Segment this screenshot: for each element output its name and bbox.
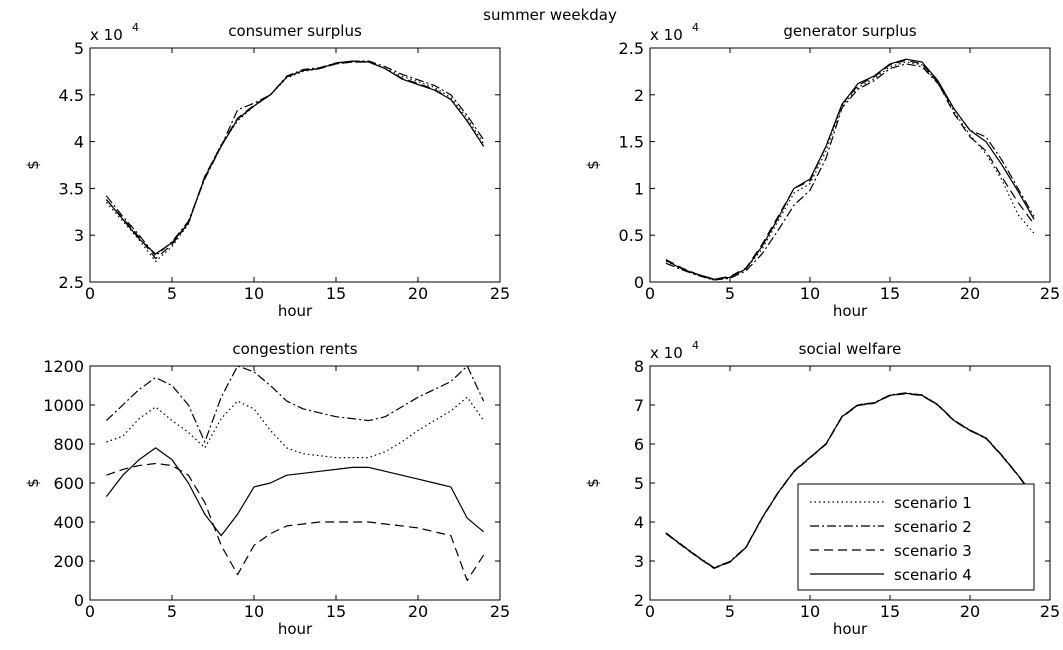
x-tick-label: 25 xyxy=(1040,602,1060,621)
y-tick-label: 1 xyxy=(634,179,644,198)
y-exponent-label: x 10 xyxy=(650,26,683,44)
y-tick-label: 6 xyxy=(634,435,644,454)
y-tick-label: 3.5 xyxy=(59,179,84,198)
x-tick-label: 5 xyxy=(167,602,177,621)
y-tick-label: 0.5 xyxy=(619,226,644,245)
y-axis-label: $ xyxy=(584,160,602,170)
x-tick-label: 5 xyxy=(725,284,735,303)
legend-entry-label: scenario 1 xyxy=(894,494,972,512)
y-tick-label: 1.5 xyxy=(619,133,644,152)
x-tick-label: 0 xyxy=(85,284,95,303)
subplot-title: social welfare xyxy=(799,340,902,358)
y-tick-label: 3 xyxy=(74,226,84,245)
series-line-2 xyxy=(105,60,485,257)
y-axis-label: $ xyxy=(584,478,602,488)
y-tick-label: 4.5 xyxy=(59,86,84,105)
legend: scenario 1 scenario 2 scenario 3 scenario 4 xyxy=(797,483,1035,591)
y-exponent-power: 4 xyxy=(692,339,699,352)
x-tick-label: 15 xyxy=(326,284,346,303)
axes-frame xyxy=(89,365,501,601)
x-tick-label: 10 xyxy=(244,284,264,303)
y-exponent-power: 4 xyxy=(132,21,139,34)
legend-entry-label: scenario 4 xyxy=(894,566,972,584)
x-axis-label: hour xyxy=(278,620,313,638)
y-exponent-label: x 10 xyxy=(90,26,123,44)
y-tick-label: 2.5 xyxy=(619,39,644,58)
x-tick-label: 10 xyxy=(244,602,264,621)
x-tick-label: 5 xyxy=(725,602,735,621)
x-tick-label: 15 xyxy=(880,284,900,303)
legend-entry-label: scenario 3 xyxy=(894,542,972,560)
y-tick-label: 8 xyxy=(634,357,644,376)
x-axis-label: hour xyxy=(278,302,313,320)
y-tick-label: 4 xyxy=(74,133,84,152)
subplot-title: congestion rents xyxy=(232,340,357,358)
y-exponent-power: 4 xyxy=(692,21,699,34)
y-tick-label: 1200 xyxy=(43,357,84,376)
x-axis-label: hour xyxy=(833,302,868,320)
subplot-title: generator surplus xyxy=(783,22,917,40)
x-tick-label: 0 xyxy=(645,284,655,303)
subplot-title: consumer surplus xyxy=(228,22,362,40)
subplot-4: 0 5 10 15 20 25 2 3 4 5 6 7 8 social welfare hour $ x 10… xyxy=(584,339,1060,638)
y-tick-label: 0 xyxy=(634,273,644,292)
series-line-3 xyxy=(665,59,1035,280)
y-axis-label: $ xyxy=(24,160,42,170)
y-tick-label: 800 xyxy=(53,435,84,454)
x-tick-label: 25 xyxy=(1040,284,1060,303)
y-exponent-label: x 10 xyxy=(650,344,683,362)
axes-frame xyxy=(89,47,501,283)
y-tick-label: 7 xyxy=(634,396,644,415)
y-tick-label: 200 xyxy=(53,552,84,571)
x-tick-label: 0 xyxy=(645,602,655,621)
x-tick-label: 20 xyxy=(408,284,428,303)
x-tick-label: 20 xyxy=(960,284,980,303)
series-line-4 xyxy=(105,60,485,255)
x-tick-label: 5 xyxy=(167,284,177,303)
x-tick-label: 10 xyxy=(800,284,820,303)
y-tick-label: 1000 xyxy=(43,396,84,415)
x-tick-label: 20 xyxy=(960,602,980,621)
x-tick-label: 20 xyxy=(408,602,428,621)
x-tick-label: 0 xyxy=(85,602,95,621)
y-tick-label: 2.5 xyxy=(59,273,84,292)
y-tick-label: 5 xyxy=(74,39,84,58)
x-tick-label: 25 xyxy=(490,602,510,621)
figure-suptitle: summer weekday xyxy=(483,6,617,24)
series-line-2 xyxy=(665,63,1035,281)
series-line-4 xyxy=(105,447,484,537)
y-tick-label: 3 xyxy=(634,552,644,571)
axes-frame xyxy=(649,47,1051,283)
x-tick-label: 25 xyxy=(490,284,510,303)
x-tick-label: 15 xyxy=(880,602,900,621)
series-line-1 xyxy=(106,396,485,459)
y-tick-label: 400 xyxy=(53,513,84,532)
y-tick-label: 2 xyxy=(634,591,644,610)
y-tick-label: 600 xyxy=(53,474,84,493)
series-line-3 xyxy=(106,462,485,582)
subplot-3: 0 5 10 15 20 25 0 200 400 600 800 1000 1200 congestio… xyxy=(24,340,510,638)
subplot-1: 0 5 10 15 20 25 2.5 3 3.5 4 4.5 5 consumer surplus ho… xyxy=(24,21,510,320)
x-axis-label: hour xyxy=(833,620,868,638)
series-line-1 xyxy=(665,61,1035,281)
series-line-4 xyxy=(665,392,1035,569)
y-tick-label: 4 xyxy=(634,513,644,532)
x-tick-label: 15 xyxy=(326,602,346,621)
x-tick-label: 10 xyxy=(800,602,820,621)
series-line-2 xyxy=(105,365,485,443)
subplot-2: 0 5 10 15 20 25 0 0.5 1 1.5 2 2.5 generator surplus h… xyxy=(584,21,1060,320)
y-tick-label: 5 xyxy=(634,474,644,493)
legend-entry-label: scenario 2 xyxy=(894,518,972,536)
series-line-4 xyxy=(665,58,1035,280)
y-tick-label: 2 xyxy=(634,86,644,105)
y-axis-label: $ xyxy=(24,478,42,488)
series-line-1 xyxy=(105,61,485,262)
y-tick-label: 0 xyxy=(74,591,84,610)
